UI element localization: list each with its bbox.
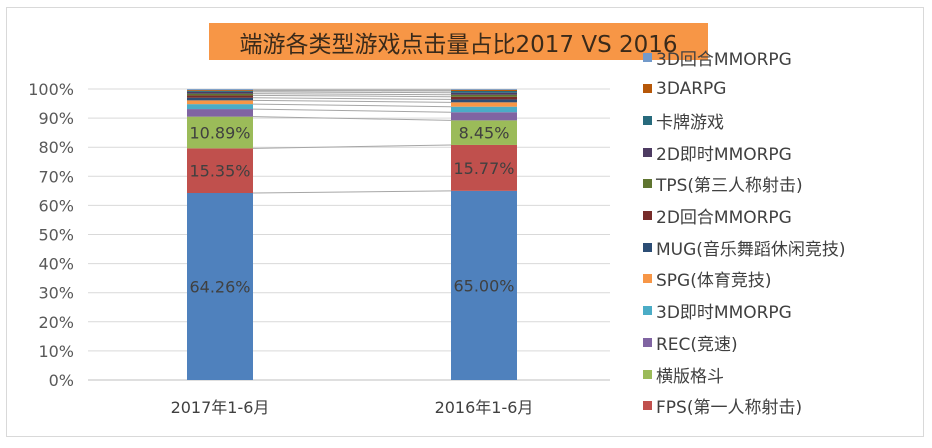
legend-swatch — [643, 242, 652, 252]
chart-title-box: 端游各类型游戏点击量占比2017 VS 2016 — [209, 23, 708, 60]
bar-segment — [451, 89, 517, 90]
bar-segment — [451, 89, 517, 91]
legend-item: 3DARPG — [643, 77, 726, 101]
series-line — [252, 103, 452, 108]
bar-segment — [187, 89, 253, 91]
series-line — [252, 99, 452, 103]
bar-segment — [187, 116, 253, 149]
y-tick-label: 0% — [49, 371, 74, 390]
chart-title: 端游各类型游戏点击量占比2017 VS 2016 — [239, 31, 678, 58]
legend-item: 横版格斗 — [643, 362, 724, 387]
legend-item: 2D即时MMORPG — [643, 140, 792, 165]
y-tick-label: 40% — [38, 255, 74, 274]
y-tick-label: 10% — [38, 342, 74, 361]
bar-segment — [187, 97, 253, 101]
y-tick-label: 70% — [38, 167, 74, 186]
legend-swatch — [643, 369, 652, 379]
legend-label: REC(竞速) — [656, 334, 738, 355]
legend-item: FPS(第一人称射击) — [643, 394, 802, 418]
legend-swatch — [643, 401, 652, 411]
legend-swatch — [643, 306, 652, 316]
bar-segment — [451, 96, 517, 100]
legend-item: 3D回合MMORPG — [643, 45, 792, 70]
legend-item: 2D回合MMORPG — [643, 204, 792, 228]
y-tick-label: 50% — [38, 226, 74, 245]
legend-item: MUG(音乐舞蹈休闲竞技) — [643, 235, 846, 260]
bar-segment — [187, 109, 253, 117]
bar-segment — [451, 190, 517, 380]
legend-swatch — [643, 274, 652, 284]
x-tick-label: 2016年1-6月 — [435, 398, 534, 417]
series-line — [252, 93, 452, 96]
legend-item: TPS(第三人称射击) — [643, 172, 803, 196]
legend-swatch — [643, 337, 652, 347]
series-line — [252, 144, 452, 149]
series-line — [252, 190, 452, 194]
bar-segment — [451, 106, 517, 113]
legend-item: 卡牌游戏 — [643, 108, 724, 133]
legend-label: 2D即时MMORPG — [656, 144, 792, 165]
x-tick-label: 2017年1-6月 — [171, 398, 270, 417]
legend-swatch — [643, 84, 652, 94]
series-line — [252, 97, 452, 100]
legend-swatch — [643, 179, 652, 189]
bar-segment — [187, 90, 253, 92]
bar-segment — [187, 93, 253, 96]
y-tick-label: 100% — [28, 80, 74, 99]
data-label: 8.45% — [459, 124, 510, 143]
legend-swatch — [643, 147, 652, 157]
legend-label: 3DARPG — [656, 78, 727, 99]
legend-label: 卡牌游戏 — [656, 112, 724, 133]
legend-swatch — [643, 211, 652, 220]
y-tick-label: 90% — [38, 109, 74, 128]
legend-label: TPS(第三人称射击) — [656, 176, 803, 197]
series-line — [252, 108, 452, 113]
legend-item: 3D即时MMORPG — [643, 299, 792, 323]
bar-segment — [451, 144, 517, 191]
bar-segment — [451, 99, 517, 103]
y-tick-label: 20% — [38, 313, 74, 332]
bar-segment — [451, 92, 517, 95]
data-label: 15.35% — [189, 162, 250, 181]
legend-label: 3D即时MMORPG — [656, 303, 792, 324]
legend-label: 2D回合MMORPG — [656, 208, 792, 228]
bar-segment — [451, 102, 517, 107]
legend-label: MUG(音乐舞蹈休闲竞技) — [656, 239, 846, 260]
data-label: 10.89% — [189, 123, 250, 142]
bar-segment — [187, 193, 253, 380]
legend-label: SPG(体育竞技) — [656, 271, 772, 292]
legend-label: 3D回合MMORPG — [656, 49, 792, 70]
legend-swatch — [643, 52, 652, 62]
data-label: 65.00% — [453, 276, 514, 295]
data-label: 64.26% — [189, 278, 250, 297]
bar-segment — [187, 100, 253, 105]
bar-segment — [451, 112, 517, 121]
data-label: 15.77% — [453, 159, 514, 178]
bar-segment — [187, 148, 253, 194]
legend-item: REC(竞速) — [643, 330, 738, 355]
series-line — [252, 94, 452, 98]
y-tick-label: 60% — [38, 196, 74, 215]
bar-segment — [187, 104, 253, 110]
bar-segment — [187, 91, 253, 94]
legend-item: SPG(体育竞技) — [643, 267, 771, 291]
bar-segment — [451, 90, 517, 93]
bar-segment — [187, 95, 253, 98]
legend-label: FPS(第一人称射击) — [656, 398, 803, 419]
series-line — [252, 91, 452, 94]
legend-swatch — [643, 115, 652, 125]
series-line — [252, 116, 452, 121]
bar-segment — [451, 120, 517, 145]
y-tick-label: 80% — [38, 138, 74, 157]
bar-segment — [451, 94, 517, 97]
y-tick-label: 30% — [38, 284, 74, 303]
legend-label: 横版格斗 — [656, 366, 724, 387]
bar-segment — [187, 89, 253, 90]
